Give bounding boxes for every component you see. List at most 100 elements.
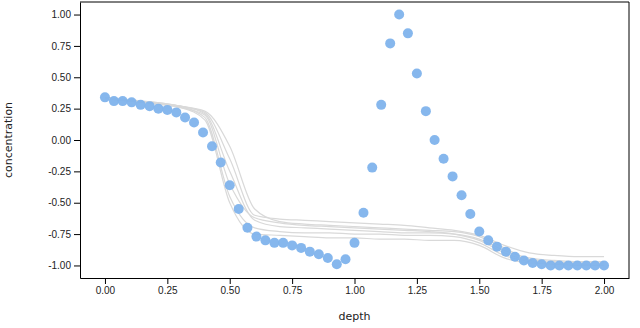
x-tick: 1.75 bbox=[532, 278, 552, 296]
point bbox=[171, 107, 181, 117]
point bbox=[109, 96, 119, 106]
point bbox=[260, 235, 270, 245]
x-tick-mark bbox=[167, 278, 168, 284]
y-tick-label: 0.75 bbox=[52, 41, 72, 52]
point bbox=[296, 243, 306, 253]
y-tick-mark bbox=[74, 77, 80, 78]
point bbox=[581, 260, 591, 270]
x-tick-label: 0.75 bbox=[283, 285, 303, 296]
chart: 0.00 0.25 0.50 0.75 1.00 1.25 1.50 1.75 2.00 -1.0… bbox=[0, 0, 640, 328]
point bbox=[234, 204, 244, 214]
point bbox=[269, 238, 279, 248]
point bbox=[501, 247, 511, 257]
point bbox=[546, 260, 556, 270]
point bbox=[162, 105, 172, 115]
x-tick-mark bbox=[604, 278, 605, 284]
x-tick-label: 1.50 bbox=[470, 285, 490, 296]
point bbox=[554, 260, 564, 270]
x-tick-mark bbox=[292, 278, 293, 284]
x-tick-label: 1.25 bbox=[408, 285, 428, 296]
y-tick: 0.25 bbox=[52, 103, 80, 114]
point bbox=[242, 223, 252, 233]
point bbox=[323, 253, 333, 263]
y-tick-label: 0.00 bbox=[52, 135, 72, 146]
line bbox=[105, 97, 604, 265]
y-tick-label: -0.25 bbox=[48, 166, 71, 177]
point bbox=[519, 255, 529, 265]
x-tick-label: 1.75 bbox=[532, 285, 552, 296]
point bbox=[510, 252, 520, 262]
line bbox=[105, 99, 604, 266]
point bbox=[457, 190, 467, 200]
x-tick: 0.75 bbox=[283, 278, 303, 296]
marks bbox=[100, 10, 609, 271]
y-tick: 0.75 bbox=[52, 41, 80, 52]
point bbox=[421, 106, 431, 116]
point bbox=[483, 235, 493, 245]
line bbox=[105, 99, 604, 263]
y-tick-mark bbox=[74, 140, 80, 141]
y-tick: 1.00 bbox=[52, 9, 80, 20]
point bbox=[474, 227, 484, 237]
point bbox=[599, 260, 609, 270]
point bbox=[376, 100, 386, 110]
x-tick-mark bbox=[105, 278, 106, 284]
point bbox=[180, 112, 190, 122]
x-tick-label: 0.50 bbox=[220, 285, 240, 296]
point bbox=[563, 260, 573, 270]
line bbox=[105, 97, 604, 265]
y-tick-label: -0.50 bbox=[48, 197, 71, 208]
y-tick-mark bbox=[74, 234, 80, 235]
x-tick: 2.00 bbox=[595, 278, 615, 296]
y-tick-label: 1.00 bbox=[52, 9, 72, 20]
point bbox=[492, 242, 502, 252]
point bbox=[403, 28, 413, 38]
point bbox=[358, 208, 368, 218]
point bbox=[305, 247, 315, 257]
point bbox=[225, 180, 235, 190]
point bbox=[572, 260, 582, 270]
y-tick-mark bbox=[74, 203, 80, 204]
plot-area: 0.00 0.25 0.50 0.75 1.00 1.25 1.50 1.75 2.00 -1.0… bbox=[48, 2, 629, 296]
x-tick-label: 2.00 bbox=[595, 285, 615, 296]
y-tick: 0.00 bbox=[52, 135, 80, 146]
point bbox=[118, 96, 128, 106]
x-tick-mark bbox=[417, 278, 418, 284]
point bbox=[127, 97, 137, 107]
point bbox=[350, 238, 360, 248]
point bbox=[287, 240, 297, 250]
y-axis-line bbox=[80, 3, 81, 279]
point bbox=[314, 249, 324, 259]
y-tick: -1.00 bbox=[48, 260, 80, 271]
x-tick: 0.25 bbox=[158, 278, 178, 296]
point bbox=[394, 10, 404, 20]
point bbox=[528, 258, 538, 268]
point bbox=[341, 254, 351, 264]
point bbox=[189, 117, 199, 127]
y-tick: -0.25 bbox=[48, 166, 80, 177]
point bbox=[537, 259, 547, 269]
point bbox=[367, 163, 377, 173]
x-tick-label: 1.00 bbox=[345, 285, 365, 296]
frame bbox=[80, 2, 629, 3]
x-tick: 1.50 bbox=[470, 278, 490, 296]
y-tick-label: -0.75 bbox=[48, 229, 71, 240]
x-tick-mark bbox=[355, 278, 356, 284]
point bbox=[251, 232, 261, 242]
y-tick-mark bbox=[74, 109, 80, 110]
x-axis-title: depth bbox=[338, 310, 370, 323]
y-tick: 0.50 bbox=[52, 72, 80, 83]
y-tick-mark bbox=[74, 265, 80, 266]
y-tick-label: 0.50 bbox=[52, 72, 72, 83]
x-tick: 0.00 bbox=[96, 278, 116, 296]
frame bbox=[629, 2, 630, 278]
point bbox=[100, 92, 110, 102]
point bbox=[207, 141, 217, 151]
y-tick-mark bbox=[74, 15, 80, 16]
point bbox=[412, 69, 422, 79]
point bbox=[216, 158, 226, 168]
x-tick-mark bbox=[230, 278, 231, 284]
x-tick-mark bbox=[542, 278, 543, 284]
point bbox=[430, 135, 440, 145]
y-tick-label: -1.00 bbox=[48, 260, 71, 271]
